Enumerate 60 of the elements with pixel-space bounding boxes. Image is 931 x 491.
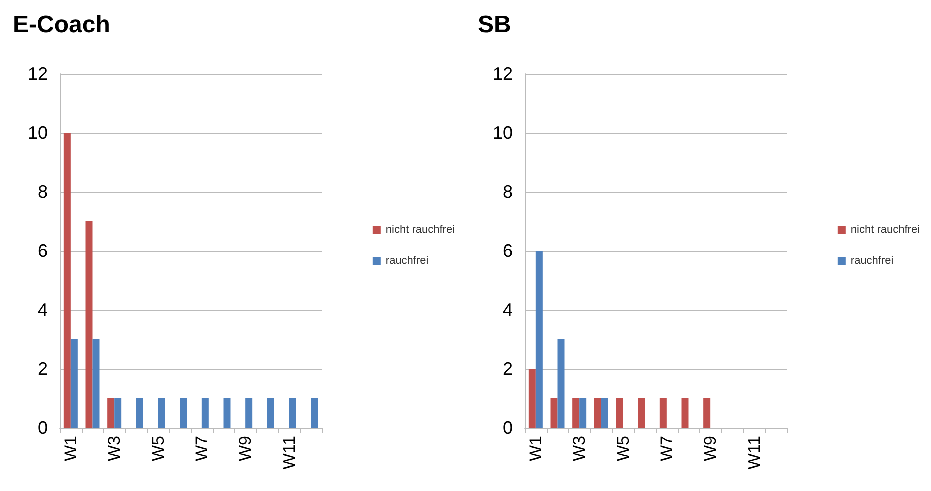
bar bbox=[158, 398, 166, 428]
x-tick-label: W7 bbox=[192, 436, 212, 462]
bar bbox=[550, 398, 558, 428]
bar bbox=[246, 398, 253, 428]
legend-label: rauchfrei bbox=[386, 255, 429, 267]
bar bbox=[572, 398, 580, 428]
x-tick-label: W11 bbox=[744, 436, 764, 470]
bar bbox=[536, 251, 543, 428]
x-tick-label: W5 bbox=[148, 436, 168, 462]
x-tick-label: W3 bbox=[570, 436, 590, 462]
bar bbox=[70, 340, 78, 428]
y-tick-label: 4 bbox=[502, 300, 513, 320]
y-tick-label: 6 bbox=[502, 241, 513, 261]
bar bbox=[202, 398, 209, 428]
bar bbox=[92, 340, 100, 428]
bar bbox=[580, 398, 587, 428]
bar bbox=[180, 398, 188, 428]
chart-title: E-Coach bbox=[13, 12, 110, 38]
legend-label: nicht rauchfrei bbox=[850, 224, 920, 236]
y-tick-label: 6 bbox=[38, 241, 48, 261]
x-tick-label: W1 bbox=[526, 436, 546, 462]
bar bbox=[86, 222, 93, 428]
y-tick-label: 2 bbox=[38, 359, 48, 379]
x-tick-label: W3 bbox=[105, 436, 124, 462]
y-tick-label: 0 bbox=[38, 418, 48, 438]
bar bbox=[311, 398, 318, 428]
x-tick-label: W9 bbox=[236, 436, 256, 462]
bar bbox=[289, 398, 296, 428]
bar bbox=[267, 398, 274, 428]
bar bbox=[558, 340, 565, 428]
x-tick-label: W7 bbox=[657, 436, 676, 462]
x-tick-label: W9 bbox=[701, 436, 720, 462]
x-tick-label: W11 bbox=[280, 436, 299, 470]
bar bbox=[601, 398, 608, 428]
bar bbox=[136, 398, 144, 428]
legend-label: rauchfrei bbox=[850, 255, 894, 267]
y-tick-label: 4 bbox=[38, 300, 48, 320]
bar bbox=[224, 398, 231, 428]
legend-label: nicht rauchfrei bbox=[386, 224, 456, 236]
bar bbox=[704, 398, 711, 428]
bar bbox=[114, 398, 122, 428]
y-tick-label: 10 bbox=[28, 123, 48, 143]
bar bbox=[616, 398, 624, 428]
y-tick-label: 0 bbox=[502, 418, 513, 438]
y-tick-label: 8 bbox=[502, 182, 513, 202]
bar bbox=[108, 398, 115, 428]
bar bbox=[660, 398, 667, 428]
x-tick-label: W5 bbox=[614, 436, 633, 462]
bar bbox=[528, 369, 536, 428]
y-tick-label: 10 bbox=[492, 123, 513, 143]
y-tick-label: 2 bbox=[502, 359, 513, 379]
bar bbox=[64, 133, 71, 428]
y-tick-label: 12 bbox=[492, 64, 513, 84]
chart-title: SB bbox=[478, 12, 512, 38]
y-tick-label: 12 bbox=[28, 64, 48, 84]
y-tick-label: 8 bbox=[38, 182, 48, 202]
bar bbox=[682, 398, 689, 428]
x-tick-label: W1 bbox=[61, 436, 80, 462]
bar bbox=[638, 398, 646, 428]
bar bbox=[594, 398, 602, 428]
